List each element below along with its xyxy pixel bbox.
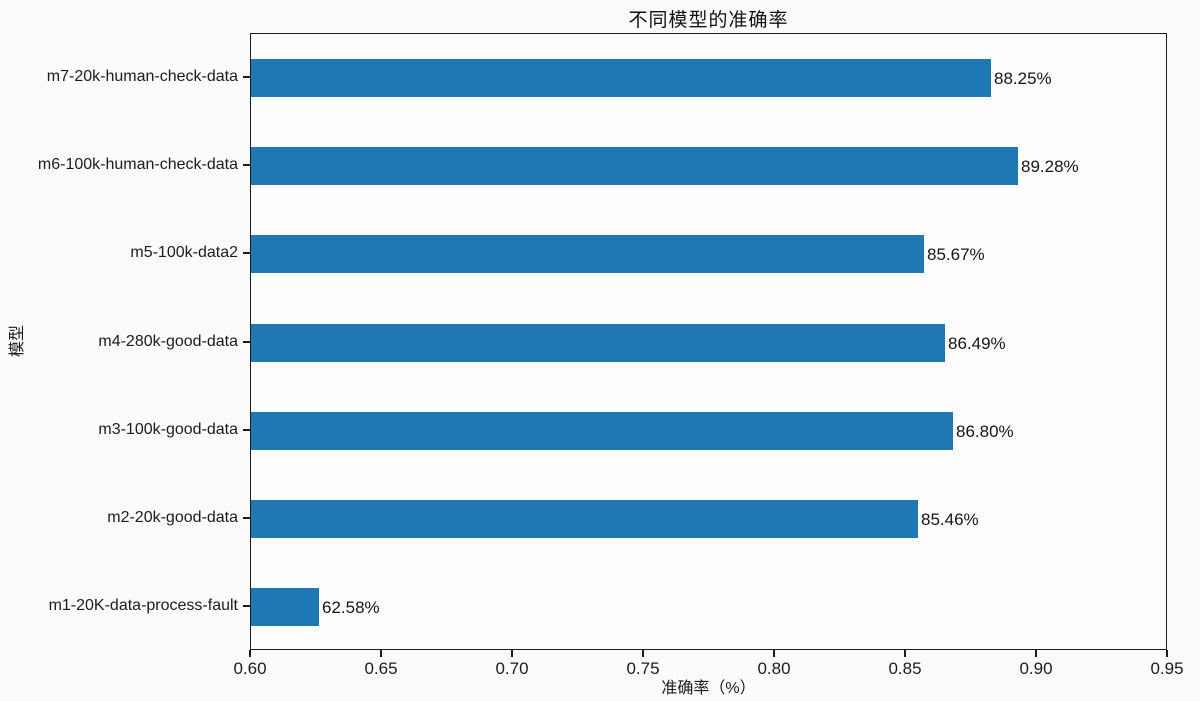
y-tick-mark — [243, 340, 250, 343]
x-tick-label: 0.70 — [495, 659, 529, 678]
x-axis-label: 准确率（%） — [661, 680, 756, 697]
x-tick-mark — [1035, 650, 1037, 657]
bar-m2-20k-good-data — [251, 499, 918, 538]
bar-value-label: 88.25% — [994, 69, 1052, 89]
x-tick-mark — [642, 650, 644, 657]
x-tick-label: 0.80 — [757, 659, 791, 678]
x-tick-mark — [511, 650, 513, 657]
bar-value-label: 89.28% — [1021, 157, 1079, 177]
x-tick-label: 0.60 — [233, 659, 267, 678]
y-tick-label: m5-100k-data2 — [130, 244, 238, 262]
y-tick-label: m7-20k-human-check-data — [46, 68, 238, 86]
x-tick-mark — [380, 650, 382, 657]
chart-title: 不同模型的准确率 — [628, 10, 789, 31]
bar-value-label: 62.58% — [322, 597, 380, 617]
x-tick-mark — [904, 650, 906, 657]
x-tick-label: 0.90 — [1019, 659, 1053, 678]
bar-m3-100k-good-data — [251, 411, 953, 450]
y-tick-mark — [243, 604, 250, 607]
bar-m4-280k-good-data — [251, 323, 945, 362]
x-tick-mark — [773, 650, 775, 657]
x-tick-label: 0.95 — [1150, 659, 1184, 678]
plot-area: 88.25% 89.28% 85.67% 86.49% 86.80% 85.46% 62.5… — [250, 33, 1167, 650]
x-tick-mark — [249, 650, 251, 657]
y-tick-mark — [243, 428, 250, 431]
bar-value-label: 86.49% — [948, 333, 1006, 353]
bar-m6-100k-human-check-data — [251, 147, 1018, 186]
x-tick-label: 0.85 — [888, 659, 922, 678]
bar-m7-20k-human-check-data — [251, 59, 991, 98]
y-tick-label: m3-100k-good-data — [98, 420, 238, 438]
x-tick-mark — [1166, 650, 1168, 657]
bar-m1-20K-data-process-fault — [251, 587, 319, 626]
y-tick-mark — [243, 516, 250, 519]
y-tick-mark — [243, 252, 250, 255]
y-tick-label: m1-20K-data-process-fault — [48, 596, 238, 614]
y-tick-label: m4-280k-good-data — [98, 332, 238, 350]
bar-value-label: 86.80% — [956, 421, 1014, 441]
y-tick-mark — [243, 76, 250, 79]
y-tick-label: m6-100k-human-check-data — [37, 156, 238, 174]
y-tick-label: m2-20k-good-data — [107, 508, 238, 526]
bar-value-label: 85.67% — [927, 245, 985, 265]
bar-m5-100k-data2 — [251, 235, 924, 274]
bar-value-label: 85.46% — [921, 509, 979, 529]
y-tick-mark — [243, 164, 250, 167]
x-tick-label: 0.65 — [364, 659, 398, 678]
x-tick-label: 0.75 — [626, 659, 660, 678]
